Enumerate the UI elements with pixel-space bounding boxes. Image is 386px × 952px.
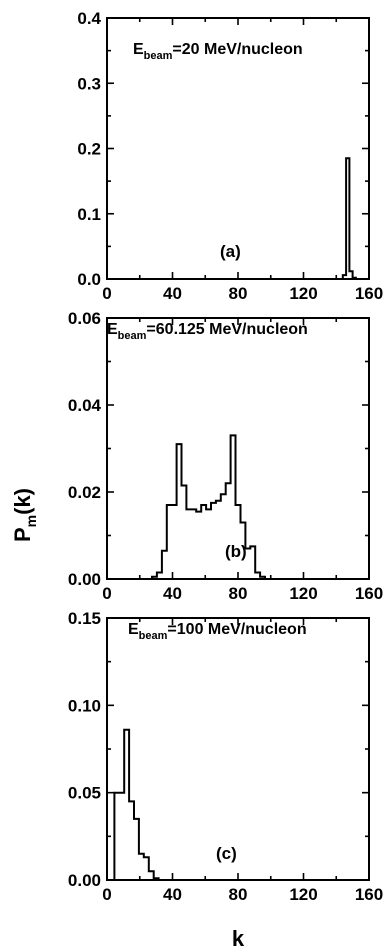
panel-c-y-tick-label: 0.00 — [68, 871, 101, 890]
panel-a-y-tick-label: 0.3 — [77, 74, 101, 93]
panel-b-y-tick-label: 0.02 — [68, 483, 101, 502]
panel-c-y-tick-label: 0.05 — [68, 784, 101, 803]
panel-c-marks: 0 40 80 120 160 0.00 0.05 0.10 0.15 — [68, 609, 383, 904]
panel-a-x-tick-label: 0 — [102, 284, 111, 303]
panel-c-x-tick-label: 160 — [355, 885, 383, 904]
panel-b-x-tick-label: 80 — [229, 584, 248, 603]
panel-b-marks: 0 40 80 120 160 0.00 0.02 0.04 0.06 — [68, 309, 383, 603]
panel-b-y-tick-label: 0.04 — [68, 396, 102, 415]
panel-b-y-tick-label: 0.06 — [68, 309, 101, 328]
y-axis-title: Pm(k) — [10, 488, 39, 542]
panel-b-series-line — [149, 434, 268, 580]
panel-c-plot-frame — [106, 617, 370, 881]
panel-b: 0 40 80 120 160 0.00 0.02 0.04 0.06 Ebeam=60.125… — [68, 309, 383, 603]
panel-b-label: (b) — [225, 542, 247, 561]
panel-b-plot-frame — [106, 317, 370, 580]
panel-c-x-tick-label: 120 — [289, 885, 317, 904]
panel-c-x-tick-label: 40 — [163, 885, 182, 904]
panel-b-x-tick-label: 0 — [102, 584, 111, 603]
panel-a-x-tick-label: 80 — [229, 284, 248, 303]
panel-c-y-tick-label: 0.10 — [68, 696, 101, 715]
panel-a-y-tick-label: 0.0 — [77, 270, 101, 289]
panel-a-y-tick-label: 0.4 — [77, 9, 101, 28]
panel-a: 0 40 80 120 160 0.0 0.1 0.2 0.3 0.4 Ebeam=20 MeV/… — [77, 9, 383, 303]
panel-c-y-tick-label: 0.15 — [68, 609, 101, 628]
panel-a-y-tick-label: 0.2 — [77, 140, 101, 159]
x-axis-title: k — [232, 926, 245, 951]
panel-a-marks: 0 40 80 120 160 0.0 0.1 0.2 0.3 0.4 — [77, 9, 383, 303]
panel-c-beam-label: Ebeam=100 MeV/nucleon — [128, 621, 307, 642]
panel-a-x-tick-label: 160 — [355, 284, 383, 303]
panel-c-label: (c) — [216, 844, 237, 863]
panel-b-beam-label: Ebeam=60.125 MeV/nucleon — [107, 321, 308, 342]
panel-a-series-line — [341, 157, 358, 280]
panel-a-x-tick-label: 40 — [163, 284, 182, 303]
panel-c-series-line — [111, 728, 161, 881]
panel-b-x-tick-label: 120 — [289, 584, 317, 603]
panel-c-x-tick-label: 80 — [229, 885, 248, 904]
panel-c-x-tick-label: 0 — [102, 885, 111, 904]
panel-b-x-tick-label: 40 — [163, 584, 182, 603]
panel-a-y-tick-label: 0.1 — [77, 205, 101, 224]
panel-b-x-tick-label: 160 — [355, 584, 383, 603]
panel-a-beam-label: Ebeam=20 MeV/nucleon — [133, 41, 303, 62]
panel-a-label: (a) — [220, 242, 241, 261]
panel-c: 0 40 80 120 160 0.00 0.05 0.10 0.15 Ebeam=100 Me… — [68, 609, 383, 904]
panel-b-y-tick-label: 0.00 — [68, 570, 101, 589]
panel-a-x-tick-label: 120 — [289, 284, 317, 303]
